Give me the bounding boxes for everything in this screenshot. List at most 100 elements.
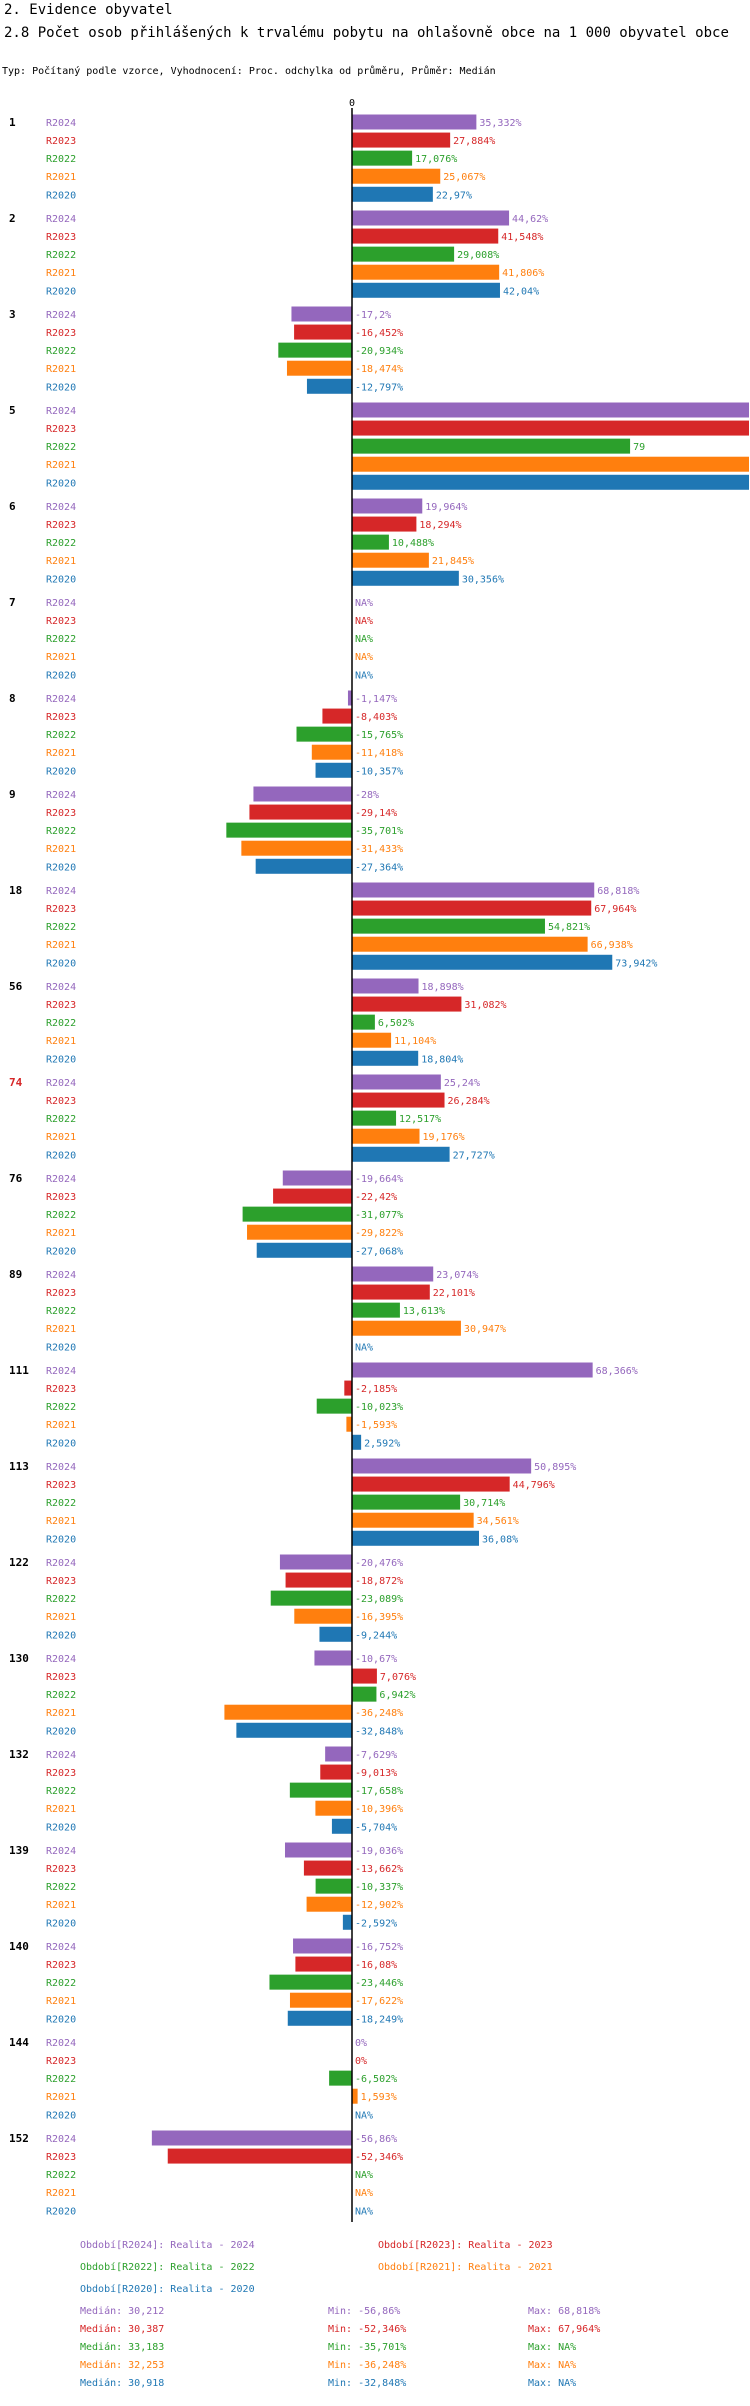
axis-zero-label: 0 (349, 98, 355, 109)
group-label-140: 140 (9, 1940, 29, 1953)
value-label-74-r2023: 26,284% (448, 1096, 490, 1107)
bar-111-r2023 (344, 1380, 352, 1396)
value-label-2-r2020: 42,04% (503, 286, 539, 297)
value-label-152-r2023: -52,346% (355, 2152, 403, 2163)
series-label-9-r2021: R2021 (46, 844, 76, 855)
legend-min-r2020: Min: -32,848% (328, 2378, 407, 2389)
value-label-6-r2022: 10,488% (392, 538, 434, 549)
group-label-3: 3 (9, 308, 16, 321)
value-label-130-r2021: -36,248% (355, 1708, 403, 1719)
series-label-111-r2021: R2021 (46, 1420, 76, 1431)
series-label-9-r2020: R2020 (46, 862, 76, 873)
value-label-7-r2024: NA% (355, 598, 373, 609)
bar-18-r2021 (352, 936, 588, 952)
bar-3-r2024 (291, 306, 352, 322)
series-label-8-r2022: R2022 (46, 730, 76, 741)
group-label-113: 113 (9, 1460, 29, 1473)
group-label-9: 9 (9, 788, 16, 801)
value-label-76-r2020: -27,068% (355, 1246, 403, 1257)
series-label-152-r2023: R2023 (46, 2152, 76, 2163)
bar-139-r2021 (306, 1896, 352, 1912)
series-label-130-r2020: R2020 (46, 1726, 76, 1737)
bar-140-r2024 (293, 1938, 352, 1954)
value-label-1-r2020: 22,97% (436, 190, 472, 201)
bar-5-r2020 (352, 474, 749, 490)
value-label-130-r2020: -32,848% (355, 1726, 403, 1737)
series-label-1-r2020: R2020 (46, 190, 76, 201)
bar-56-r2021 (352, 1032, 392, 1048)
series-label-132-r2021: R2021 (46, 1804, 76, 1815)
value-label-7-r2022: NA% (355, 634, 373, 645)
value-label-56-r2024: 18,898% (422, 982, 464, 993)
group-label-1: 1 (9, 116, 16, 129)
bar-89-r2022 (352, 1302, 400, 1318)
bar-144-r2022 (329, 2070, 352, 2086)
series-label-122-r2021: R2021 (46, 1612, 76, 1623)
group-label-8: 8 (9, 692, 16, 705)
series-label-132-r2024: R2024 (46, 1750, 76, 1761)
legend-period-r2023: Období[R2023]: Realita - 2023 (378, 2240, 553, 2251)
value-label-140-r2020: -18,249% (355, 2014, 403, 2025)
bar-8-r2020 (315, 762, 352, 778)
series-label-74-r2022: R2022 (46, 1114, 76, 1125)
series-label-5-r2023: R2023 (46, 424, 76, 435)
value-label-8-r2023: -8,403% (355, 712, 397, 723)
bar-6-r2023 (352, 516, 417, 532)
bar-111-r2021 (346, 1416, 352, 1432)
series-label-144-r2021: R2021 (46, 2092, 76, 2103)
series-label-74-r2020: R2020 (46, 1150, 76, 1161)
series-label-3-r2020: R2020 (46, 382, 76, 393)
series-label-18-r2021: R2021 (46, 940, 76, 951)
series-label-122-r2024: R2024 (46, 1558, 76, 1569)
value-label-139-r2022: -10,337% (355, 1882, 403, 1893)
series-label-2-r2021: R2021 (46, 268, 76, 279)
value-label-139-r2020: -2,592% (355, 1918, 397, 1929)
series-label-122-r2023: R2023 (46, 1576, 76, 1587)
value-label-1-r2021: 25,067% (443, 172, 485, 183)
chart-subtitle: Typ: Počítaný podle vzorce, Vyhodnocení:… (2, 66, 496, 77)
bar-18-r2024 (352, 882, 595, 898)
series-label-152-r2024: R2024 (46, 2134, 76, 2145)
value-label-7-r2020: NA% (355, 670, 373, 681)
bar-111-r2022 (316, 1398, 352, 1414)
value-label-76-r2022: -31,077% (355, 1210, 403, 1221)
series-label-76-r2021: R2021 (46, 1228, 76, 1239)
bar-8-r2023 (322, 708, 352, 724)
bar-9-r2021 (241, 840, 352, 856)
legend-period-r2022: Období[R2022]: Realita - 2022 (80, 2262, 255, 2273)
bar-6-r2021 (352, 552, 429, 568)
value-label-7-r2023: NA% (355, 616, 373, 627)
value-label-6-r2024: 19,964% (425, 502, 467, 513)
series-label-132-r2023: R2023 (46, 1768, 76, 1779)
value-label-2-r2024: 44,62% (512, 214, 548, 225)
bar-3-r2021 (286, 360, 352, 376)
bar-18-r2022 (352, 918, 545, 934)
legend-max-r2024: Max: 68,818% (528, 2306, 601, 2317)
bar-6-r2020 (352, 570, 459, 586)
bar-113-r2021 (352, 1512, 474, 1528)
value-label-1-r2022: 17,076% (415, 154, 457, 165)
value-label-113-r2023: 44,796% (513, 1480, 555, 1491)
value-label-113-r2024: 50,895% (534, 1462, 576, 1473)
bar-8-r2021 (311, 744, 352, 760)
legend-max-r2020: Max: NA% (528, 2378, 577, 2389)
value-label-132-r2022: -17,658% (355, 1786, 403, 1797)
value-label-144-r2024: 0% (355, 2038, 367, 2049)
value-label-2-r2022: 29,008% (457, 250, 499, 261)
series-label-1-r2024: R2024 (46, 118, 76, 129)
series-label-139-r2020: R2020 (46, 1918, 76, 1929)
group-label-132: 132 (9, 1748, 29, 1761)
bar-2-r2024 (352, 210, 510, 226)
value-label-18-r2022: 54,821% (548, 922, 590, 933)
bar-1-r2020 (352, 186, 433, 202)
value-label-9-r2020: -27,364% (355, 862, 403, 873)
series-label-132-r2020: R2020 (46, 1822, 76, 1833)
value-label-9-r2023: -29,14% (355, 808, 397, 819)
series-label-9-r2024: R2024 (46, 790, 76, 801)
series-label-3-r2021: R2021 (46, 364, 76, 375)
bar-130-r2022 (352, 1686, 377, 1702)
bar-9-r2020 (255, 858, 352, 874)
value-label-152-r2020: NA% (355, 2206, 373, 2217)
value-label-140-r2023: -16,08% (355, 1960, 397, 1971)
value-label-5-r2022: 79 (633, 442, 645, 453)
